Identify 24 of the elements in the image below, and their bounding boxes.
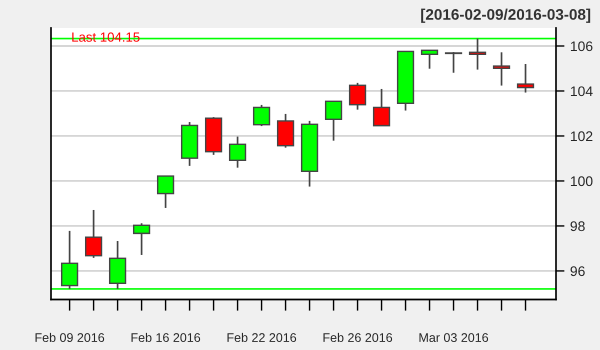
candlestick xyxy=(516,63,534,94)
y-tick-label: 104 xyxy=(570,86,593,96)
x-tick-label: Feb 26 2016 xyxy=(323,332,392,342)
candlestick xyxy=(372,88,390,126)
candlestick xyxy=(84,209,102,259)
candlestick xyxy=(228,136,246,169)
candlestick xyxy=(420,49,438,70)
x-tick-label: Mar 03 2016 xyxy=(419,333,488,342)
y-tick-label: 102 xyxy=(570,131,592,142)
candlestick xyxy=(492,51,510,86)
candlestick xyxy=(132,222,150,256)
candlestick xyxy=(348,82,366,110)
x-tick-label: Feb 22 2016 xyxy=(227,332,296,342)
chart-title: [2016-02-09/2016-03-08] xyxy=(421,8,590,23)
candlestick xyxy=(156,175,174,209)
y-tick-label: 98 xyxy=(570,221,585,232)
y-tick-label: 100 xyxy=(570,176,593,186)
candlestick xyxy=(324,100,342,142)
x-tick-label: Feb 09 2016 xyxy=(36,332,104,342)
y-tick-label: 96 xyxy=(570,266,585,276)
x-tick-label: Feb 16 2016 xyxy=(132,332,200,342)
candlestick xyxy=(252,104,270,127)
y-tick-label: 106 xyxy=(570,41,592,52)
candlestick xyxy=(468,38,486,70)
